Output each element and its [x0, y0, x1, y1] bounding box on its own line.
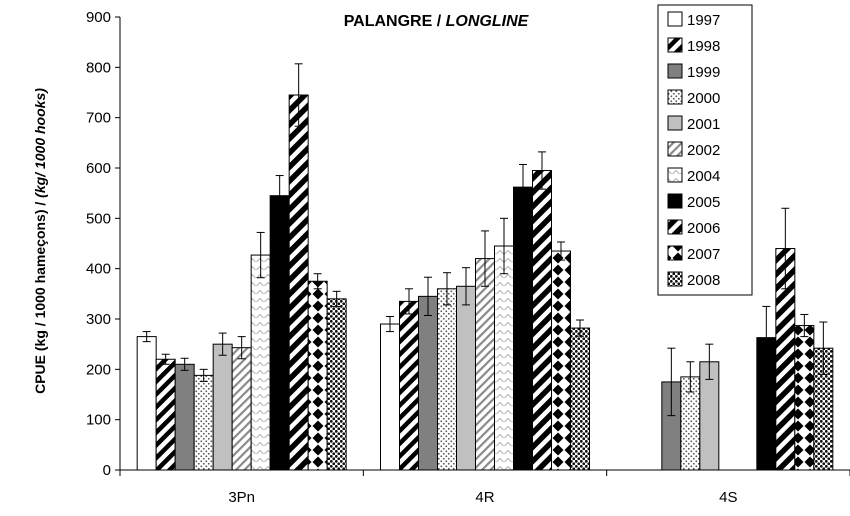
legend-swatch-2004	[667, 167, 683, 183]
legend: 1997 1998 1999 2000 2001 2002 2004 2005 2006 2007…	[657, 4, 753, 296]
legend-swatch-2001	[667, 115, 683, 131]
bar-2002-4R	[475, 258, 495, 471]
legend-label-2002: 2002	[687, 142, 720, 159]
error-bar-2001-4R	[462, 267, 470, 306]
legend-label-1999: 1999	[687, 64, 720, 81]
bar-2000-3Pn	[193, 374, 214, 471]
error-bar-1998-4R	[405, 288, 413, 315]
bar-1997-4R	[380, 323, 400, 471]
y-tick-label: 500	[86, 210, 111, 227]
bars	[136, 94, 834, 471]
error-bar-1999-4S	[667, 347, 676, 417]
bar-2004-4R	[494, 245, 514, 471]
bar-2006-4R	[532, 170, 552, 471]
bar-2008-3Pn	[326, 298, 347, 471]
bar-1999-3Pn	[174, 363, 195, 471]
error-bar-2000-3Pn	[199, 368, 208, 382]
bar-2001-4R	[456, 285, 476, 471]
legend-swatch-2000	[667, 89, 683, 105]
bar-2001-3Pn	[212, 343, 233, 471]
y-axis-title: CPUE (kg / 1000 hameçons) / (kg/ 1000 ho…	[32, 88, 48, 394]
error-bar-2006-4S	[781, 207, 790, 290]
legend-label-1998: 1998	[687, 38, 720, 55]
legend-swatch-2008	[667, 271, 683, 287]
legend-label-2001: 2001	[687, 116, 720, 133]
error-bar-2007-4S	[800, 313, 809, 338]
legend-swatch-1997	[667, 11, 683, 27]
error-bar-2000-4R	[443, 272, 451, 306]
bar-2008-4R	[570, 327, 590, 471]
error-bar-2008-4R	[576, 319, 584, 337]
legend-label-2000: 2000	[687, 90, 720, 107]
y-tick-label: 800	[86, 59, 111, 76]
y-tick-label: 400	[86, 261, 111, 278]
error-bar-2006-4R	[538, 151, 546, 190]
y-tick-label: 100	[86, 412, 111, 429]
legend-swatch-2007	[667, 245, 683, 261]
bar-2004-3Pn	[250, 254, 271, 471]
error-bar-2007-3Pn	[313, 273, 322, 290]
legend-label-2008: 2008	[687, 272, 720, 289]
error-bar-1997-4R	[386, 315, 394, 333]
legend-label-2006: 2006	[687, 220, 720, 237]
legend-label-2007: 2007	[687, 246, 720, 263]
error-bar-1998-3Pn	[161, 353, 170, 365]
legend-label-2004: 2004	[687, 168, 720, 185]
bar-2005-3Pn	[269, 195, 290, 471]
bar-2007-3Pn	[307, 280, 328, 471]
x-tick-label: 3Pn	[228, 489, 255, 506]
error-bar-1997-3Pn	[142, 331, 151, 343]
error-bars	[142, 63, 828, 417]
legend-swatch-1998	[667, 37, 683, 53]
error-bar-2004-3Pn	[256, 231, 265, 279]
error-bar-2000-4S	[686, 361, 695, 393]
legend-swatch-2006	[667, 219, 683, 235]
error-bar-2008-4S	[819, 321, 828, 375]
error-bar-2005-3Pn	[275, 175, 284, 217]
y-tick-label: 0	[103, 462, 111, 479]
y-tick-label: 700	[86, 110, 111, 127]
error-bar-1999-4R	[424, 276, 432, 316]
error-bar-2005-4R	[519, 163, 527, 211]
y-tick-label: 200	[86, 361, 111, 378]
legend-swatch-2005	[667, 193, 683, 209]
error-bar-2001-4S	[705, 343, 714, 380]
axes: 0 100 200 300 400 500 600 700 800 900 3Pn 4R 4S	[86, 9, 850, 506]
legend-label-2005: 2005	[687, 194, 720, 211]
error-bar-2001-3Pn	[218, 332, 227, 356]
bar-2007-4R	[551, 250, 571, 471]
x-tick-label: 4S	[719, 489, 737, 506]
error-bar-2008-3Pn	[332, 290, 341, 307]
error-bar-1999-3Pn	[180, 357, 189, 371]
bar-1999-4R	[418, 295, 438, 471]
y-tick-label: 600	[86, 160, 111, 177]
bar-2005-4R	[513, 186, 533, 471]
bar-1998-4R	[399, 300, 419, 471]
error-bar-2005-4S	[762, 305, 771, 370]
bar-2007-4S	[794, 325, 815, 471]
bar-2006-3Pn	[288, 94, 309, 471]
error-bar-2002-4R	[481, 230, 489, 287]
x-tick-label: 4R	[475, 489, 494, 506]
legend-label-1997: 1997	[687, 12, 720, 29]
y-tick-label: 900	[86, 9, 111, 26]
error-bar-2002-3Pn	[237, 336, 246, 360]
bar-2002-3Pn	[231, 347, 252, 471]
error-bar-2007-4R	[557, 241, 565, 261]
error-bar-2004-4R	[500, 217, 508, 275]
bar-2000-4R	[437, 288, 457, 471]
bar-1998-3Pn	[155, 358, 176, 471]
error-bar-2006-3Pn	[294, 63, 303, 127]
y-tick-label: 300	[86, 311, 111, 328]
legend-swatch-2002	[667, 141, 683, 157]
bar-1997-3Pn	[136, 336, 157, 471]
chart-title: PALANGRE / LONGLINE	[344, 13, 530, 30]
legend-swatch-1999	[667, 63, 683, 79]
